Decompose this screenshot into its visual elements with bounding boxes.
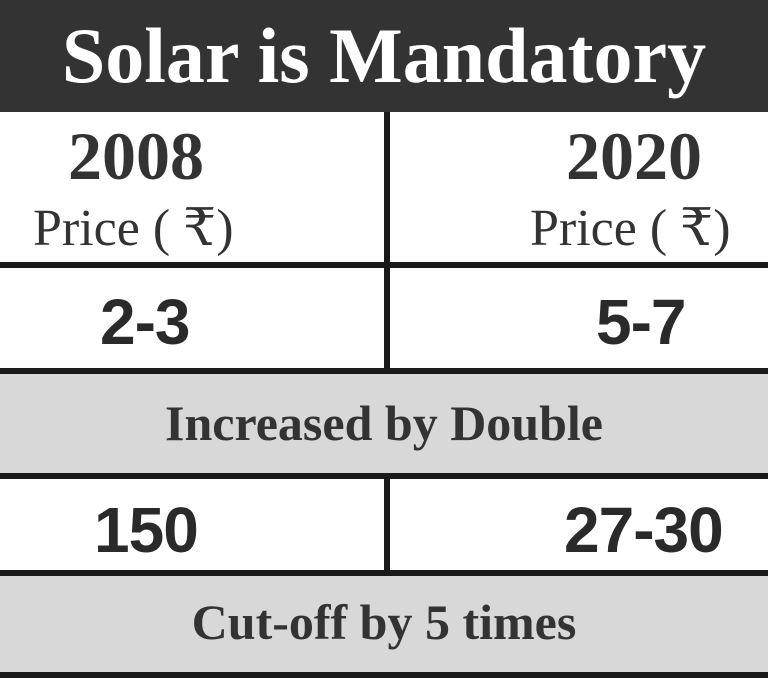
year-2008-heading: 2008 — [68, 118, 204, 194]
second-2008-value: 150 — [94, 494, 199, 566]
row-divider — [0, 473, 768, 479]
row-divider — [0, 368, 768, 374]
second-2020-value: 27-30 — [564, 494, 724, 566]
year-2020-heading: 2020 — [566, 118, 702, 194]
price-2020-value: 5-7 — [596, 286, 686, 358]
cutoff-note: Cut-off by 5 times — [0, 576, 768, 672]
column-divider — [384, 479, 390, 570]
bottom-border — [0, 672, 768, 678]
table-title: Solar is Mandatory — [0, 0, 768, 112]
column-divider — [384, 112, 390, 262]
price-label-left: Price ( ₹) — [33, 200, 234, 257]
row-divider — [0, 570, 768, 576]
column-divider — [384, 268, 390, 368]
price-label-right: Price ( ₹) — [530, 200, 731, 257]
price-increase-note: Increased by Double — [0, 374, 768, 473]
price-2008-value: 2-3 — [100, 286, 190, 358]
row-divider — [0, 262, 768, 268]
